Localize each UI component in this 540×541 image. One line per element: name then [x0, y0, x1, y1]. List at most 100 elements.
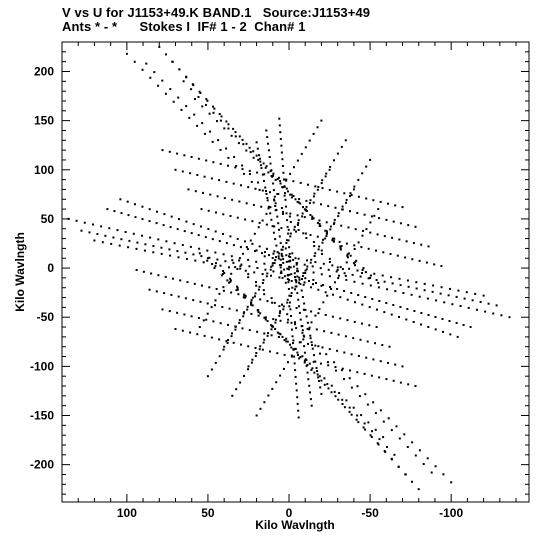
uv-point [297, 416, 300, 419]
uv-point [222, 213, 225, 216]
uv-point [271, 325, 273, 328]
uv-point [439, 292, 442, 295]
uv-point [323, 330, 326, 333]
uv-point [250, 312, 253, 315]
uv-point [455, 295, 458, 298]
uv-point [359, 338, 362, 341]
uv-point [361, 172, 364, 175]
uv-point [333, 237, 336, 240]
uv-point [288, 215, 291, 218]
uv-point [254, 250, 256, 253]
uv-point [399, 284, 402, 287]
uv-point [288, 301, 291, 304]
uv-point [314, 185, 317, 188]
uv-point [392, 304, 395, 306]
uv-point [185, 105, 188, 108]
uv-point [348, 406, 351, 409]
uv-point [243, 374, 245, 377]
uv-point [135, 247, 138, 250]
uv-point [212, 111, 215, 114]
uv-point [284, 198, 287, 201]
uv-point [200, 225, 202, 228]
uv-point [298, 278, 301, 281]
uv-point [322, 284, 325, 286]
uv-point [241, 164, 244, 167]
uv-point [299, 283, 302, 286]
uv-point [345, 201, 347, 204]
uv-point [267, 394, 270, 397]
uv-point [294, 276, 296, 278]
uv-point [312, 283, 314, 286]
uv-point [279, 264, 282, 266]
uv-point [294, 347, 297, 350]
uv-point [305, 210, 308, 212]
uv-point [306, 321, 309, 324]
uv-point [282, 245, 284, 248]
uv-point [184, 251, 187, 254]
uv-point [176, 152, 179, 155]
uv-point [253, 232, 256, 235]
uv-point [230, 134, 233, 137]
uv-point [311, 344, 313, 347]
uv-point [262, 341, 265, 344]
y-tick-label: -50 [37, 310, 55, 324]
uv-point [250, 303, 253, 306]
uv-point [249, 151, 252, 154]
uv-point [118, 244, 121, 247]
uv-point [83, 221, 86, 224]
uv-point [281, 158, 284, 161]
uv-point [427, 326, 430, 328]
uv-point [279, 333, 282, 336]
uv-point [251, 296, 254, 299]
uv-point [299, 181, 302, 184]
uv-point [286, 274, 289, 277]
uv-point [208, 112, 211, 115]
uv-point [356, 212, 359, 214]
uv-point [244, 296, 247, 299]
uv-point [318, 375, 321, 378]
uv-point [341, 367, 344, 370]
uv-point [339, 248, 342, 251]
uv-point [403, 433, 406, 436]
uv-point [225, 180, 228, 183]
uv-point [333, 390, 336, 393]
uv-point [222, 253, 225, 256]
uv-point [450, 481, 453, 484]
uv-point [448, 320, 451, 322]
uv-point [106, 208, 109, 211]
uv-point [350, 292, 353, 294]
uv-point [457, 289, 460, 292]
uv-point [364, 271, 367, 274]
uv-point [201, 284, 203, 287]
uv-point [287, 281, 290, 284]
uv-point [170, 293, 173, 296]
uv-point [385, 302, 388, 304]
uv-point [288, 255, 290, 258]
uv-point [239, 265, 242, 268]
uv-point [314, 252, 317, 255]
uv-point [332, 223, 335, 225]
uv-point [176, 311, 179, 314]
uv-point [365, 228, 368, 231]
uv-point [104, 234, 107, 237]
uv-point [179, 279, 182, 282]
uv-point [354, 261, 357, 264]
uv-point [427, 245, 430, 248]
uv-point [275, 256, 277, 259]
uv-point [306, 327, 309, 330]
uv-point [301, 278, 303, 280]
uv-point [369, 221, 372, 224]
uv-point [161, 149, 164, 152]
uv-point [451, 303, 454, 306]
uv-point [365, 356, 368, 359]
uv-point [406, 279, 409, 282]
uv-point [492, 312, 495, 315]
uv-point [235, 289, 238, 292]
uv-point [394, 204, 397, 207]
uv-point [206, 259, 209, 262]
uv-point [329, 228, 332, 231]
uv-point [274, 321, 277, 324]
uv-point [285, 179, 288, 182]
uv-point [219, 119, 222, 122]
uv-point [283, 185, 286, 188]
